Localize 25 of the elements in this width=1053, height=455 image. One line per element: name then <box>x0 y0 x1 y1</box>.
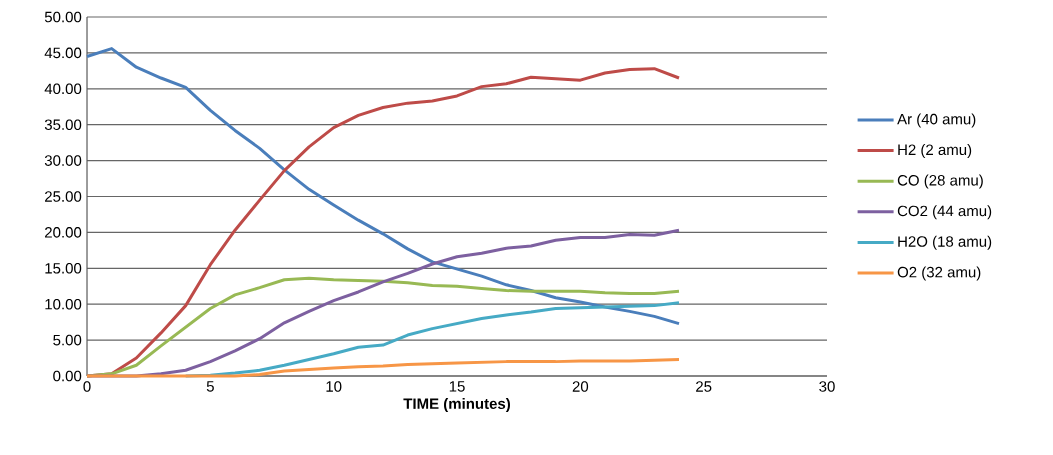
x-tick-label: 25 <box>696 381 712 392</box>
x-tick-label: 0 <box>83 381 91 392</box>
legend-label: Ar (40 amu) <box>897 113 976 128</box>
y-tick-label: 5.00 <box>53 334 82 346</box>
legend-label: H2O (18 amu) <box>898 235 992 250</box>
legend-label: CO2 (44 amu) <box>897 205 992 220</box>
y-tick-label: 15.00 <box>45 262 82 274</box>
y-tick-label: 0.00 <box>53 370 82 382</box>
x-tick-label: 10 <box>326 381 342 392</box>
x-axis-title: TIME (minutes) <box>403 398 511 412</box>
y-tick-label: 25.00 <box>45 191 82 202</box>
y-tick-label: 35.00 <box>44 119 82 130</box>
x-tick-label: 30 <box>819 381 835 392</box>
legend-label: CO (28 amu) <box>897 174 983 189</box>
y-tick-label: 50.00 <box>44 11 82 23</box>
x-tick-label: 15 <box>449 381 465 392</box>
legend-label: O2 (32 amu) <box>897 266 981 281</box>
legend-label: H2 (2 amu) <box>898 144 972 158</box>
y-tick-label: 30.00 <box>44 155 82 166</box>
y-tick-label: 10.00 <box>45 298 82 310</box>
y-tick-label: 20.00 <box>45 227 82 238</box>
x-tick-label: 5 <box>206 381 214 392</box>
y-tick-label: 40.00 <box>44 83 82 95</box>
x-tick-label: 20 <box>572 381 589 392</box>
y-tick-label: 45.00 <box>44 47 82 59</box>
